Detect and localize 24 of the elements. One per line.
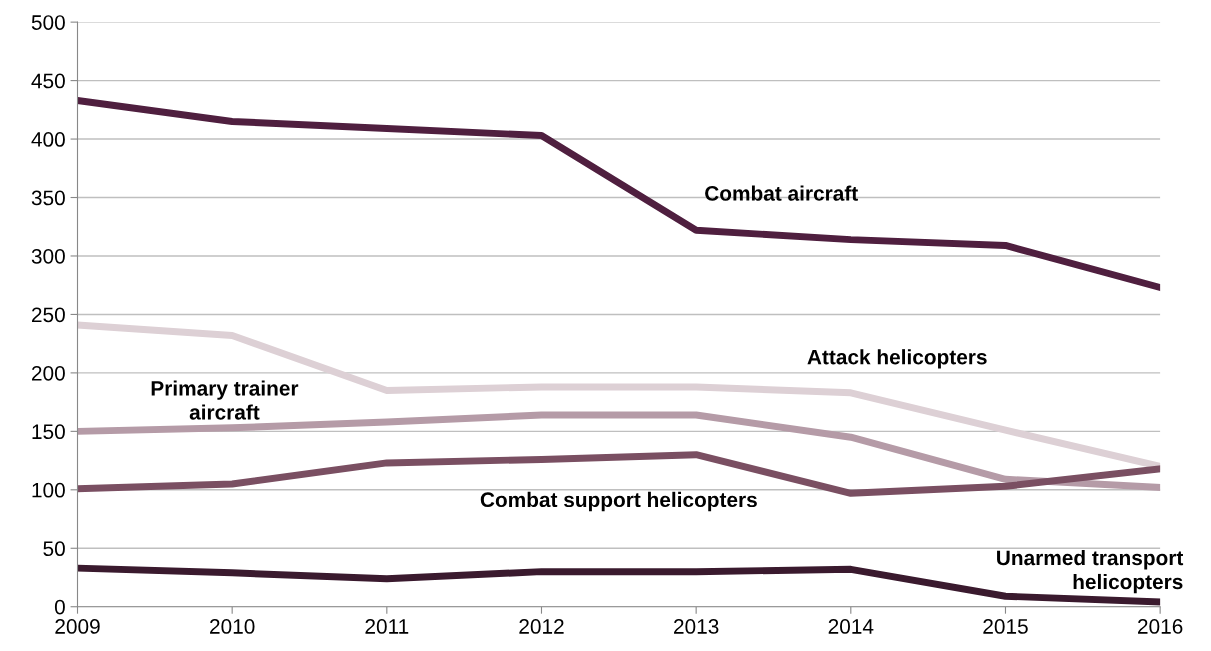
series-label: Attack helicopters — [807, 349, 987, 369]
y-tick-label: 0 — [54, 599, 65, 615]
y-tick-label: 250 — [31, 307, 65, 323]
series-label: Combat support helicopters — [480, 491, 757, 512]
series-label: Primary trainer aircraft — [151, 380, 299, 420]
x-tick-label: 2010 — [210, 619, 255, 634]
y-tick-label: 200 — [31, 365, 65, 381]
x-tick-label: 2015 — [983, 619, 1028, 634]
x-tick-label: 2014 — [828, 619, 874, 634]
x-tick-label: 2016 — [1138, 619, 1183, 634]
series-label: Unarmed transport helicopters — [997, 549, 1184, 594]
x-tick-label: 2012 — [519, 619, 564, 634]
y-tick-label: 500 — [31, 15, 65, 30]
x-tick-label: 2011 — [365, 619, 409, 634]
y-tick-label: 50 — [43, 541, 65, 557]
series-label: Combat aircraft — [705, 185, 858, 201]
y-tick-label: 100 — [32, 482, 65, 498]
y-tick-label: 400 — [31, 132, 65, 147]
y-tick-label: 300 — [31, 248, 65, 264]
y-tick-label: 450 — [31, 73, 65, 89]
x-tick-label: 2013 — [674, 619, 719, 634]
y-tick-label: 150 — [32, 424, 65, 440]
x-tick-label: 2009 — [55, 619, 100, 634]
y-tick-label: 350 — [31, 190, 65, 206]
